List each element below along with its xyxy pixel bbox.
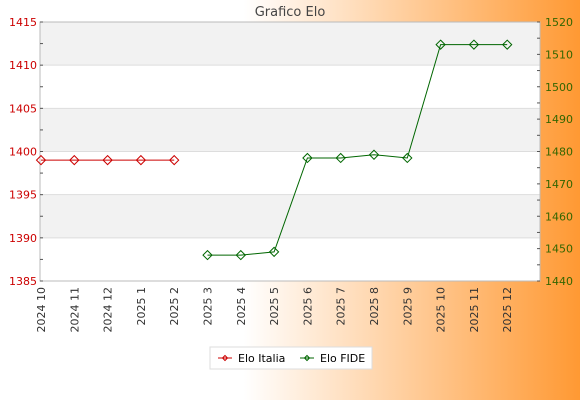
left-axis-tick-label: 1400: [9, 146, 37, 159]
chart-title: Grafico Elo: [255, 5, 326, 20]
data-point: [102, 154, 113, 166]
plot-band: [40, 22, 540, 66]
data-point: [235, 249, 247, 261]
x-axis-tick-label: 2025 7: [335, 287, 348, 326]
data-point: [501, 39, 513, 50]
right-axis-tick-label: 1470: [545, 178, 573, 191]
x-axis-tick-label: 2025 1: [135, 287, 148, 326]
left-axis-tick-label: 1410: [9, 59, 37, 72]
plot-band: [40, 194, 540, 238]
data-point: [69, 154, 80, 166]
left-axis-tick-label: 1385: [9, 275, 37, 288]
right-axis-tick-label: 1500: [545, 81, 573, 94]
right-axis-tick-label: 1510: [545, 48, 573, 61]
data-point: [168, 154, 180, 166]
x-axis-tick-label: 2025 10: [435, 287, 448, 333]
x-axis-tick-label: 2025 8: [368, 287, 381, 326]
x-axis-tick-label: 2024 11: [68, 287, 81, 333]
legend-box: [209, 346, 373, 370]
left-axis-tick-label: 1390: [9, 232, 37, 245]
right-axis-tick-label: 1490: [545, 113, 573, 126]
series-line: [207, 44, 508, 256]
x-axis-tick-label: 2025 12: [501, 287, 514, 333]
right-axis-tick-label: 1460: [545, 210, 573, 223]
data-point: [335, 152, 346, 164]
x-axis-tick-label: 2024 10: [35, 287, 48, 333]
data-point: [468, 39, 480, 50]
right-axis-tick-label: 1450: [545, 243, 573, 256]
data-point: [268, 246, 280, 258]
legend-marker-point: [303, 354, 311, 362]
data-point: [202, 249, 213, 261]
left-axis-tick-label: 1415: [9, 16, 37, 29]
data-point: [435, 39, 446, 50]
right-axis-tick-label: 1480: [545, 146, 573, 159]
data-point: [368, 149, 380, 160]
right-axis-tick-label: 1520: [545, 16, 573, 29]
legend-entry-label: Elo Italia: [238, 352, 285, 365]
x-axis-tick-label: 2025 6: [301, 287, 314, 326]
data-point: [302, 152, 313, 164]
x-axis-tick-label: 2025 9: [401, 287, 414, 326]
x-axis-tick-label: 2025 3: [202, 287, 215, 326]
x-axis-tick-label: 2024 12: [102, 287, 115, 333]
data-point: [402, 152, 413, 164]
legend-entry-label: Elo FIDE: [320, 352, 365, 365]
data-point: [135, 154, 147, 166]
x-axis-tick-label: 2025 11: [468, 287, 481, 333]
left-axis-tick-label: 1395: [9, 189, 37, 202]
left-axis-tick-label: 1405: [9, 102, 37, 115]
data-point: [35, 154, 47, 166]
x-axis-tick-label: 2025 2: [168, 287, 181, 326]
x-axis-tick-label: 2025 5: [268, 287, 281, 326]
x-axis-tick-label: 2025 4: [235, 287, 248, 326]
right-axis-tick-label: 1440: [545, 275, 573, 288]
plot-band: [40, 108, 540, 152]
legend-marker-point: [221, 354, 229, 362]
legend: Elo Italia Elo FIDE: [209, 346, 373, 370]
plot-area: 1385 1390 1395 1400 1405 1410 1415 1440 1450 1460…: [9, 16, 573, 333]
